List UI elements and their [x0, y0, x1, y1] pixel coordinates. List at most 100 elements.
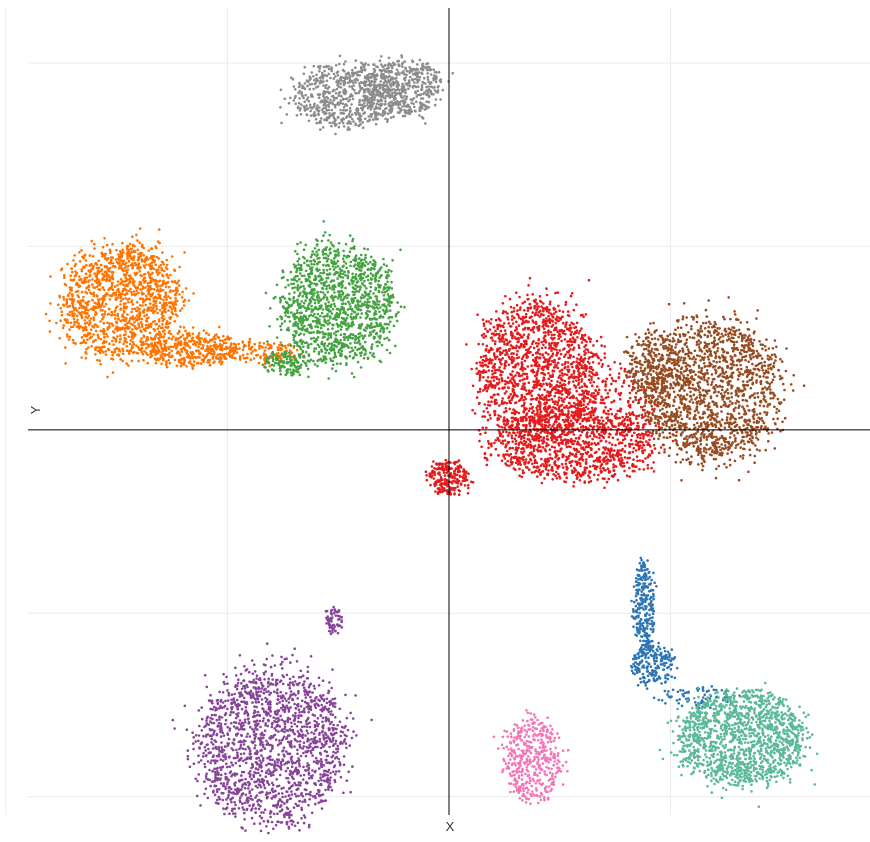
data-point [337, 241, 341, 245]
data-point [198, 352, 201, 356]
data-point [80, 335, 84, 339]
data-point [295, 348, 299, 352]
data-point [154, 245, 157, 248]
data-point [337, 348, 341, 352]
data-point [506, 343, 509, 347]
data-point [97, 346, 100, 349]
data-point [267, 362, 271, 365]
data-point [146, 353, 149, 357]
data-point [111, 353, 114, 357]
data-point [320, 281, 323, 285]
data-point [302, 86, 306, 89]
data-point [342, 254, 346, 257]
data-point [315, 331, 319, 334]
data-point [384, 117, 387, 121]
data-point [324, 106, 327, 110]
data-point [310, 253, 314, 256]
data-point [395, 68, 399, 72]
data-point [119, 303, 122, 306]
data-point [378, 107, 382, 110]
data-point [161, 273, 164, 277]
data-point [362, 357, 366, 360]
data-point [322, 295, 326, 299]
data-point [277, 361, 281, 365]
data-point [376, 89, 380, 92]
data-point [99, 320, 102, 323]
data-point [157, 228, 161, 231]
data-point [325, 269, 329, 272]
data-point [114, 258, 118, 261]
data-point [316, 239, 319, 242]
data-point [381, 303, 384, 307]
data-point [206, 341, 210, 344]
data-point [315, 283, 318, 287]
data-point [576, 336, 579, 339]
data-point [279, 372, 283, 376]
data-point [329, 247, 332, 250]
data-point [86, 280, 90, 284]
data-point [356, 360, 360, 364]
data-point [482, 376, 485, 379]
data-point [373, 86, 376, 89]
data-point [207, 333, 211, 337]
data-point [286, 315, 290, 319]
data-point [376, 344, 379, 348]
data-point [575, 303, 578, 307]
data-point [138, 297, 142, 301]
data-point [354, 259, 358, 263]
data-point [339, 75, 343, 79]
data-point [209, 338, 212, 342]
data-point [284, 286, 287, 289]
data-point [306, 259, 309, 262]
data-point [348, 76, 352, 80]
data-point [125, 341, 129, 344]
data-point [261, 363, 265, 367]
data-point [367, 292, 371, 296]
data-point [153, 295, 157, 299]
data-point [373, 98, 376, 102]
data-point [279, 106, 282, 109]
data-point [275, 283, 279, 287]
data-point [433, 89, 437, 92]
data-point [269, 354, 272, 358]
data-point [147, 323, 151, 326]
data-point [170, 337, 174, 341]
data-point [478, 361, 482, 364]
data-point [331, 327, 334, 330]
data-point [387, 268, 391, 272]
data-point [344, 60, 347, 63]
data-point [222, 334, 225, 338]
data-point [85, 276, 89, 279]
data-point [395, 312, 398, 316]
data-point [135, 351, 139, 355]
data-point [293, 312, 296, 316]
data-point [304, 243, 308, 247]
data-point [132, 290, 136, 293]
data-point [152, 267, 155, 271]
data-point [110, 284, 114, 287]
data-point [105, 243, 109, 247]
data-point [109, 262, 113, 265]
data-point [398, 111, 401, 115]
data-point [204, 337, 207, 341]
data-point [143, 276, 147, 280]
data-point [116, 296, 119, 299]
data-point [161, 282, 165, 286]
data-point [315, 86, 318, 89]
data-point [563, 338, 567, 341]
data-point [130, 347, 133, 351]
data-point [363, 68, 367, 71]
data-point [529, 345, 532, 349]
data-point [94, 323, 98, 327]
data-point [302, 105, 306, 108]
data-point [272, 297, 276, 300]
data-point [366, 106, 370, 110]
data-point [412, 102, 415, 106]
data-point [407, 87, 410, 90]
data-point [121, 292, 124, 296]
data-point [70, 289, 73, 292]
data-point [126, 257, 129, 260]
data-point [84, 272, 88, 276]
data-point [150, 322, 153, 326]
data-point [139, 329, 142, 332]
